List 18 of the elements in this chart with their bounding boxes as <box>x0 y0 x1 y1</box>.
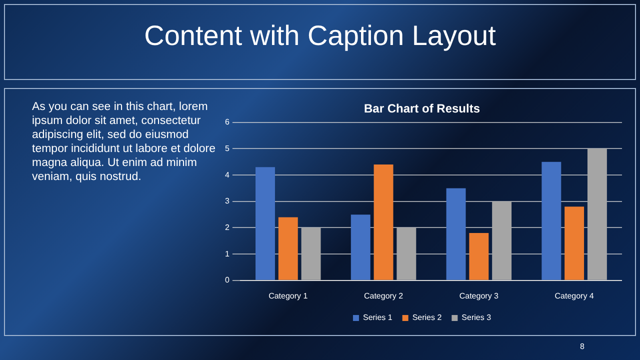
text: 8 <box>580 342 584 351</box>
legend-label: Series 1 <box>362 313 393 322</box>
text: Content with Caption Layout <box>143 20 497 52</box>
x-tick-label: Category 1 <box>268 291 308 300</box>
legend-label: Series 2 <box>412 313 442 322</box>
y-tick-label: 1 <box>224 249 230 258</box>
y-tick-label: 6 <box>224 118 230 127</box>
y-tick-label: 3 <box>224 196 230 206</box>
y-tick-label: 5 <box>224 144 230 153</box>
x-tick-label: Category 4 <box>554 291 594 300</box>
x-tick-label: Category 2 <box>364 291 404 300</box>
legend-label: Series 3 <box>462 313 492 322</box>
text: As you can see in this chart, lorem ipsum dolor sit amet, consectetur adipiscing elit, sed do eiusmod tempor incididunt ut labore et dolore magna aliqua. Ut enim ad minim veniam, quis nostrud. <box>32 100 216 184</box>
y-tick-label: 0 <box>224 276 230 285</box>
chart-title: Bar Chart of Results <box>364 102 480 116</box>
x-tick-label: Category 3 <box>459 291 500 300</box>
y-tick-label: 4 <box>224 170 230 180</box>
y-tick-label: 2 <box>224 222 230 232</box>
